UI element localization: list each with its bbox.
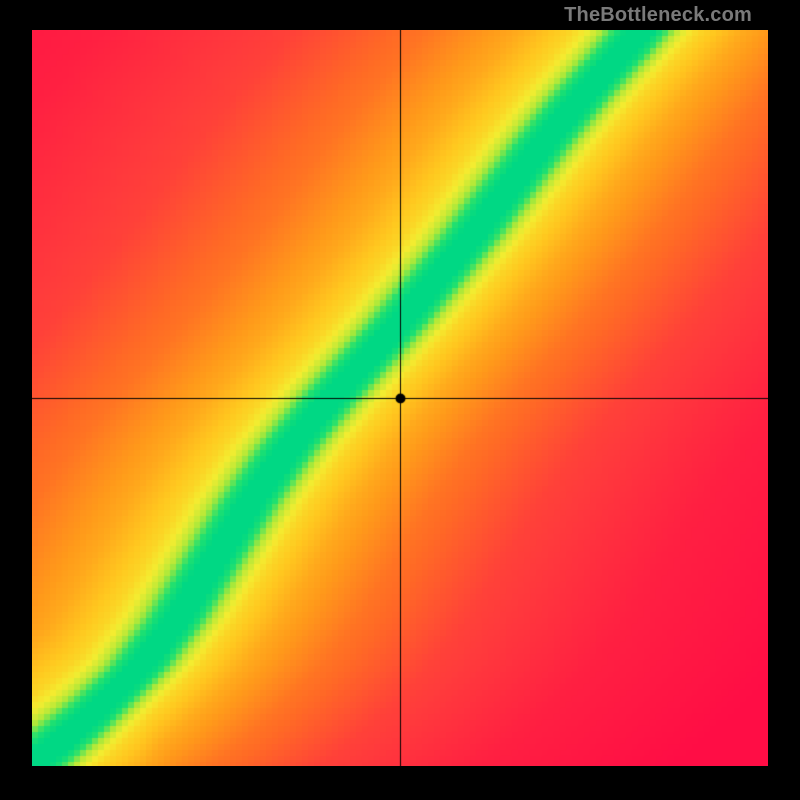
attribution-label: TheBottleneck.com	[564, 4, 752, 27]
bottleneck-chart	[32, 30, 768, 766]
image-root: TheBottleneck.com	[0, 0, 800, 800]
overlay-canvas	[32, 30, 768, 766]
